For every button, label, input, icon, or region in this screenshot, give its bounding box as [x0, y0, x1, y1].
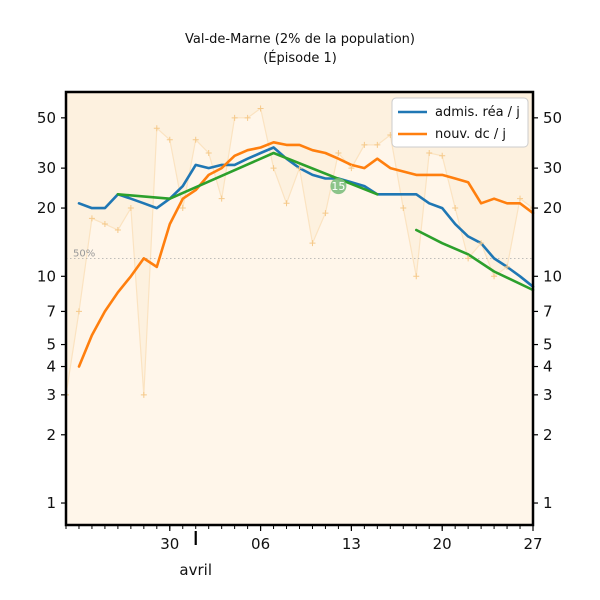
daily-marker	[374, 141, 381, 148]
y-tick-label-right: 7	[543, 302, 553, 320]
legend: admis. réa / j nouv. dc / j	[391, 97, 529, 148]
chart-title: Val-de-Marne (2% de la population)	[185, 32, 415, 47]
x-tick-label: 06	[251, 535, 270, 553]
daily-marker	[400, 205, 407, 212]
daily-marker	[413, 273, 420, 280]
daily-marker	[244, 114, 251, 121]
y-tick-label-left: 3	[46, 386, 56, 404]
daily-marker	[283, 200, 290, 207]
legend-item-label: admis. réa / j	[435, 105, 520, 120]
y-tick-label-left: 4	[46, 358, 56, 376]
y-tick-label-right: 5	[543, 336, 553, 354]
y-tick-label-right: 1	[543, 494, 553, 512]
daily-marker	[192, 136, 199, 143]
legend-item-label: nouv. dc / j	[435, 127, 506, 142]
x-tick-label: 13	[342, 535, 361, 553]
y-tick-label-left: 50	[37, 109, 56, 127]
y-tick-label-right: 4	[543, 358, 553, 376]
series-lines	[77, 141, 535, 368]
daily-area	[65, 107, 534, 526]
y-tick-label-left: 5	[46, 336, 56, 354]
daily-marker	[166, 136, 173, 143]
y-tick-label-right: 30	[543, 159, 562, 177]
y-tick-label-left: 7	[46, 302, 56, 320]
series-line-rea	[77, 146, 535, 289]
daily-marker	[114, 227, 121, 234]
daily-marker	[309, 240, 316, 247]
x-tick-label: 20	[433, 535, 452, 553]
daily-marker	[179, 205, 186, 212]
daily-marker	[348, 165, 355, 172]
daily-marker	[452, 205, 459, 212]
daily-marker	[153, 125, 160, 132]
daily-marker	[439, 152, 446, 159]
daily-marker	[257, 105, 264, 112]
y-tick-label-right: 3	[543, 386, 553, 404]
x-tick-label: 27	[523, 535, 542, 553]
trend-line-2	[414, 228, 535, 292]
daily-marker	[478, 240, 485, 247]
y-tick-label-left: 2	[46, 426, 56, 444]
series-line-dc	[77, 141, 535, 368]
daily-marker	[75, 308, 82, 315]
reference-line-label: 50%	[73, 248, 95, 259]
daily-marker	[205, 149, 212, 156]
y-tick-label-right: 2	[543, 426, 553, 444]
daily-marker	[361, 141, 368, 148]
daily-marker	[101, 221, 108, 228]
y-tick-label-left: 20	[37, 199, 56, 217]
daily-marker	[296, 165, 303, 172]
trend-line-1	[116, 151, 379, 200]
daily-marker	[140, 391, 147, 398]
y-tick-label-left: 10	[37, 267, 56, 285]
daily-marker	[322, 210, 329, 217]
axes: 1 1 2 2 3 3 4 4 5 5 7 7 10 10 20 20 30 30 50 50 30 06 13 20 27 av…	[37, 90, 562, 579]
daily-marker	[426, 149, 433, 156]
daily-marker	[517, 195, 524, 202]
daily-marker	[88, 215, 95, 222]
month-label: avril	[179, 561, 212, 579]
x-tick-label: 30	[160, 535, 179, 553]
annotation-marker	[330, 178, 347, 195]
daily-marker	[218, 195, 225, 202]
daily-marker	[491, 273, 498, 280]
daily-marker	[465, 255, 472, 262]
y-tick-label-left: 1	[46, 494, 56, 512]
y-tick-label-right: 50	[543, 109, 562, 127]
y-tick-label-right: 10	[543, 267, 562, 285]
chart-subtitle: (Épisode 1)	[263, 50, 337, 66]
daily-marker	[231, 114, 238, 121]
daily-marker	[335, 149, 342, 156]
daily-marker	[270, 165, 277, 172]
y-tick-label-left: 30	[37, 159, 56, 177]
daily-fill-area	[65, 107, 534, 526]
daily-marker	[504, 263, 511, 270]
reference-line: 50%	[66, 248, 533, 259]
annotation-layer: 15	[330, 178, 347, 195]
daily-marker	[127, 205, 134, 212]
annotation-label: 15	[331, 180, 345, 193]
y-tick-label-right: 20	[543, 199, 562, 217]
